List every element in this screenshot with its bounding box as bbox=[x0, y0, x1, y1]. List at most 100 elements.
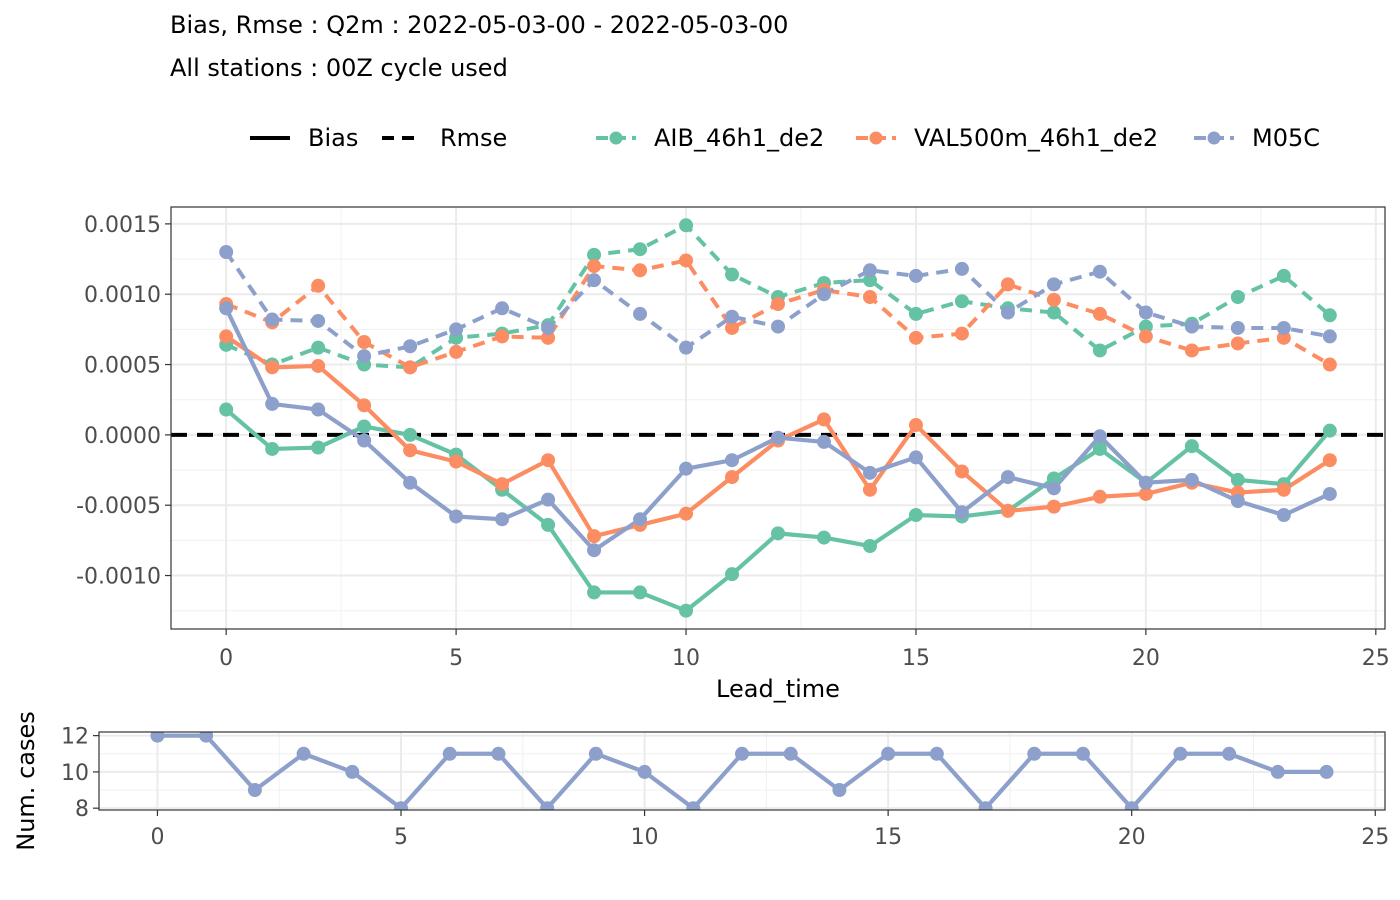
data-point-m05c-bias bbox=[816, 434, 831, 449]
legend-label-rmse: Rmse bbox=[440, 124, 507, 152]
data-layer bbox=[150, 732, 1334, 810]
data-point-m05c bbox=[686, 801, 701, 810]
data-point-m05c-rmse bbox=[954, 261, 969, 276]
data-point-m05c bbox=[1075, 746, 1090, 761]
data-point-aib-46h1-de2-bias bbox=[816, 530, 831, 545]
data-point-m05c-bias bbox=[219, 301, 234, 316]
data-point-m05c-rmse bbox=[1276, 320, 1291, 335]
data-point-val500m-46h1-de2-rmse bbox=[771, 297, 785, 312]
data-point-m05c bbox=[588, 746, 603, 761]
y-tick-label: -0.0010 bbox=[76, 565, 161, 590]
data-point-val500m-46h1-de2-rmse bbox=[1046, 292, 1061, 307]
data-point-val500m-46h1-de2-rmse bbox=[403, 360, 418, 375]
data-point-aib-46h1-de2-rmse bbox=[311, 340, 326, 355]
x-tick-label: 5 bbox=[394, 825, 408, 850]
data-point-val500m-46h1-de2-bias bbox=[449, 454, 464, 469]
data-point-m05c bbox=[735, 746, 749, 761]
data-point-val500m-46h1-de2-bias bbox=[1046, 499, 1061, 514]
data-point-m05c-bias bbox=[403, 475, 418, 490]
data-point-m05c-bias bbox=[1000, 470, 1015, 485]
data-point-m05c-bias bbox=[587, 543, 602, 558]
data-point-val500m-46h1-de2-bias bbox=[954, 464, 969, 479]
y-tick-label: 0.0005 bbox=[84, 354, 161, 379]
data-point-val500m-46h1-de2-bias bbox=[403, 443, 418, 458]
data-point-m05c-bias bbox=[495, 512, 510, 527]
data-point-val500m-46h1-de2-rmse bbox=[1230, 336, 1245, 351]
data-point-val500m-46h1-de2-bias bbox=[587, 529, 602, 544]
data-point-m05c bbox=[1173, 746, 1188, 761]
data-point-val500m-46h1-de2-rmse bbox=[311, 278, 326, 293]
data-point-aib-46h1-de2-rmse bbox=[725, 267, 740, 282]
legend-label-aib-46h1-de2: AIB_46h1_de2 bbox=[654, 124, 824, 152]
data-point-aib-46h1-de2-bias bbox=[862, 539, 877, 554]
data-point-m05c-rmse bbox=[357, 349, 372, 364]
panel-border bbox=[170, 206, 1386, 630]
x-tick-label: 0 bbox=[219, 646, 233, 671]
legend-key-point-val500m-46h1-de2 bbox=[869, 131, 883, 145]
chart-title: Bias, Rmse : Q2m : 2022-05-03-00 - 2022-… bbox=[170, 11, 788, 39]
data-point-m05c-bias bbox=[1184, 472, 1199, 487]
data-point-val500m-46h1-de2-rmse bbox=[633, 263, 648, 278]
data-point-m05c bbox=[491, 746, 506, 761]
data-point-aib-46h1-de2-bias bbox=[1092, 441, 1107, 456]
data-point-val500m-46h1-de2-rmse bbox=[679, 253, 694, 268]
data-point-m05c-bias bbox=[311, 402, 326, 417]
data-point-aib-46h1-de2-bias bbox=[1322, 423, 1337, 438]
data-point-val500m-46h1-de2-rmse bbox=[862, 290, 877, 305]
data-point-m05c bbox=[1319, 764, 1334, 779]
data-point-m05c bbox=[1124, 801, 1139, 810]
data-point-aib-46h1-de2-rmse bbox=[587, 247, 602, 262]
legend: Bias Rmse AIB_46h1_de2 VAL500m_46h1_de2 M05C bbox=[250, 124, 1320, 152]
data-point-m05c bbox=[345, 764, 360, 779]
data-point-aib-46h1-de2-bias bbox=[679, 603, 694, 618]
data-point-m05c-rmse bbox=[679, 340, 694, 355]
x-tick-label: 5 bbox=[449, 646, 463, 671]
grid bbox=[171, 207, 1385, 629]
data-point-m05c-bias bbox=[1230, 493, 1245, 508]
data-point-m05c bbox=[442, 746, 457, 761]
data-point-m05c-bias bbox=[1322, 486, 1337, 501]
data-point-m05c-bias bbox=[862, 465, 877, 480]
data-point-val500m-46h1-de2-bias bbox=[1322, 453, 1337, 468]
data-point-m05c-rmse bbox=[495, 301, 510, 316]
data-point-val500m-46h1-de2-rmse bbox=[1000, 277, 1015, 292]
data-point-aib-46h1-de2-bias bbox=[633, 585, 648, 600]
data-point-m05c-rmse bbox=[862, 263, 877, 278]
data-point-m05c bbox=[978, 801, 993, 810]
data-point-m05c bbox=[929, 746, 944, 761]
legend-label-m05c: M05C bbox=[1252, 124, 1320, 152]
data-point-m05c-rmse bbox=[265, 312, 280, 327]
data-point-aib-46h1-de2-bias bbox=[1046, 471, 1061, 486]
data-point-val500m-46h1-de2-rmse bbox=[541, 330, 556, 345]
data-point-aib-46h1-de2-bias bbox=[587, 585, 602, 600]
num-cases-panel: 0 5 10 15 20 25 8 10 12 Num. cases bbox=[12, 711, 1389, 850]
data-point-val500m-46h1-de2-bias bbox=[265, 360, 280, 375]
data-point-aib-46h1-de2-bias bbox=[1230, 472, 1245, 487]
data-point-m05c-bias bbox=[725, 453, 740, 468]
data-point-m05c-rmse bbox=[403, 339, 418, 354]
data-point-aib-46h1-de2-rmse bbox=[1276, 268, 1291, 283]
data-point-val500m-46h1-de2-rmse bbox=[954, 326, 969, 341]
data-point-val500m-46h1-de2-bias bbox=[357, 398, 372, 413]
legend-key-point-m05c bbox=[1207, 131, 1221, 145]
data-point-val500m-46h1-de2-bias bbox=[1000, 503, 1015, 518]
data-point-m05c-bias bbox=[771, 430, 785, 445]
data-point-m05c-bias bbox=[954, 505, 969, 520]
data-point-m05c bbox=[199, 732, 214, 743]
x-tick-label: 25 bbox=[1361, 825, 1389, 850]
data-point-m05c-rmse bbox=[449, 322, 464, 337]
data-point-aib-46h1-de2-rmse bbox=[1138, 319, 1153, 334]
data-point-m05c bbox=[394, 801, 409, 810]
data-point-val500m-46h1-de2-rmse bbox=[1092, 306, 1107, 321]
data-point-aib-46h1-de2-rmse bbox=[908, 306, 923, 321]
x-tick-label: 25 bbox=[1362, 646, 1390, 671]
x-tick-label: 20 bbox=[1132, 646, 1160, 671]
data-point-aib-46h1-de2-rmse bbox=[862, 273, 877, 288]
data-point-val500m-46h1-de2-rmse bbox=[1322, 357, 1337, 372]
data-point-aib-46h1-de2-bias bbox=[541, 517, 556, 532]
data-point-val500m-46h1-de2-rmse bbox=[495, 329, 510, 344]
data-point-m05c bbox=[832, 783, 847, 798]
data-point-val500m-46h1-de2-bias bbox=[862, 482, 877, 497]
data-point-m05c bbox=[637, 764, 652, 779]
